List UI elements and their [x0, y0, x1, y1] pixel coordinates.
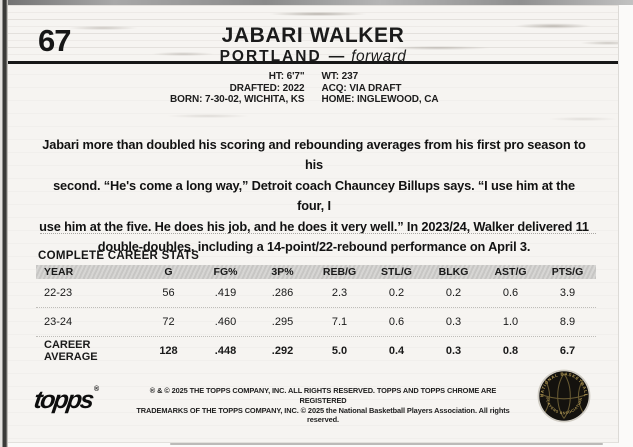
cell-3p-pct: .286 [271, 287, 294, 299]
cell-reb: 2.3 [331, 287, 348, 299]
photo-left-edge [0, 0, 8, 447]
col-header-pts: PTS/G [551, 266, 584, 278]
cell-blk: 0.3 [445, 316, 462, 328]
team-name: PORTLAND [219, 48, 322, 65]
cell-fg-pct: .419 [214, 287, 237, 299]
cell-games: 128 [159, 344, 178, 357]
career-stats-table: YEAR G FG% 3P% REB/G STL/G BLKG AST/G PT… [36, 265, 596, 364]
col-header-ast: AST/G [494, 266, 527, 278]
cell-games: 72 [162, 316, 175, 328]
bio-block: HT: 6'7" WT: 237 DRAFTED: 2022 ACQ: VIA … [8, 71, 618, 106]
em-dash-separator: — [328, 48, 345, 65]
cell-blk: 0.3 [445, 344, 462, 357]
col-header-3p-pct: 3P% [271, 266, 294, 278]
header-divider-rule [8, 61, 618, 64]
stats-header-row: YEAR G FG% 3P% REB/G STL/G BLKG AST/G PT… [36, 265, 596, 279]
cell-ast: 1.0 [502, 316, 519, 328]
cell-pts: 8.9 [559, 316, 576, 328]
bio-height: HT: 6'7" [268, 71, 305, 82]
player-summary-paragraph: Jabari more than doubled his scoring and… [39, 137, 589, 255]
cell-3p-pct: .295 [271, 316, 294, 328]
cell-stl: 0.2 [388, 287, 405, 299]
cell-games: 56 [162, 287, 175, 299]
topps-logo: topps® [32, 386, 100, 414]
col-header-blk: BLKG [438, 266, 469, 278]
player-name: JABARI WALKER [221, 24, 405, 47]
bio-born: BORN: 7-30-02, WICHITA, KS [170, 94, 305, 105]
col-header-year: YEAR [44, 266, 74, 278]
copyright-text: ® & © 2025 THE TOPPS COMPANY, INC. ALL R… [136, 386, 510, 425]
photo-top-edge [0, 0, 633, 5]
bio-home: HOME: INGLEWOOD, CA [321, 94, 439, 105]
topps-wordmark: topps [32, 386, 95, 414]
registered-mark: ® [94, 386, 100, 393]
cell-ast: 0.8 [502, 344, 519, 357]
cell-stl: 0.4 [388, 344, 405, 357]
cell-pts: 3.9 [559, 287, 576, 299]
trading-card-back: 67 JABARI WALKER PORTLAND — forward HT: 6'… [8, 5, 619, 443]
bio-weight: WT: 237 [321, 71, 359, 82]
cell-fg-pct: .448 [214, 344, 237, 357]
bio-acquired: ACQ: VIA DRAFT [321, 82, 402, 94]
cell-year: CAREER AVERAGE [44, 338, 98, 363]
cell-pts: 6.7 [559, 344, 576, 357]
cell-3p-pct: .292 [271, 344, 294, 357]
photo-bottom-shadow [170, 443, 603, 445]
cell-reb: 5.0 [331, 344, 348, 357]
cell-year: 23-24 [44, 316, 73, 328]
cell-blk: 0.2 [445, 287, 462, 299]
table-row: 23-24 72 .460 .295 7.1 0.6 0.3 1.0 8.9 [36, 308, 596, 337]
stats-section-title: COMPLETE CAREER STATS [38, 250, 200, 262]
cell-stl: 0.6 [388, 316, 405, 328]
card-header: JABARI WALKER PORTLAND — forward [8, 25, 618, 65]
col-header-games: G [164, 266, 173, 278]
section-divider-line [40, 233, 596, 234]
col-header-stl: STL/G [381, 266, 412, 278]
career-average-row: CAREER AVERAGE 128 .448 .292 5.0 0.4 0.3… [36, 337, 596, 364]
col-header-reb: REB/G [322, 266, 357, 278]
cell-year: 22-23 [44, 287, 73, 299]
cell-reb: 7.1 [331, 316, 348, 328]
cell-ast: 0.6 [502, 287, 519, 299]
card-number: 67 [38, 23, 71, 58]
player-position: forward [351, 48, 407, 65]
cell-fg-pct: .460 [214, 316, 237, 328]
team-position-line: PORTLAND — forward [8, 49, 618, 65]
col-header-fg-pct: FG% [213, 266, 238, 278]
nbpa-logo-icon: NATIONAL BASKETBALL PLAYERS ASSOCIATION [537, 369, 591, 423]
table-row: 22-23 56 .419 .286 2.3 0.2 0.2 0.6 3.9 [36, 279, 596, 308]
bio-drafted: DRAFTED: 2022 [229, 82, 305, 94]
